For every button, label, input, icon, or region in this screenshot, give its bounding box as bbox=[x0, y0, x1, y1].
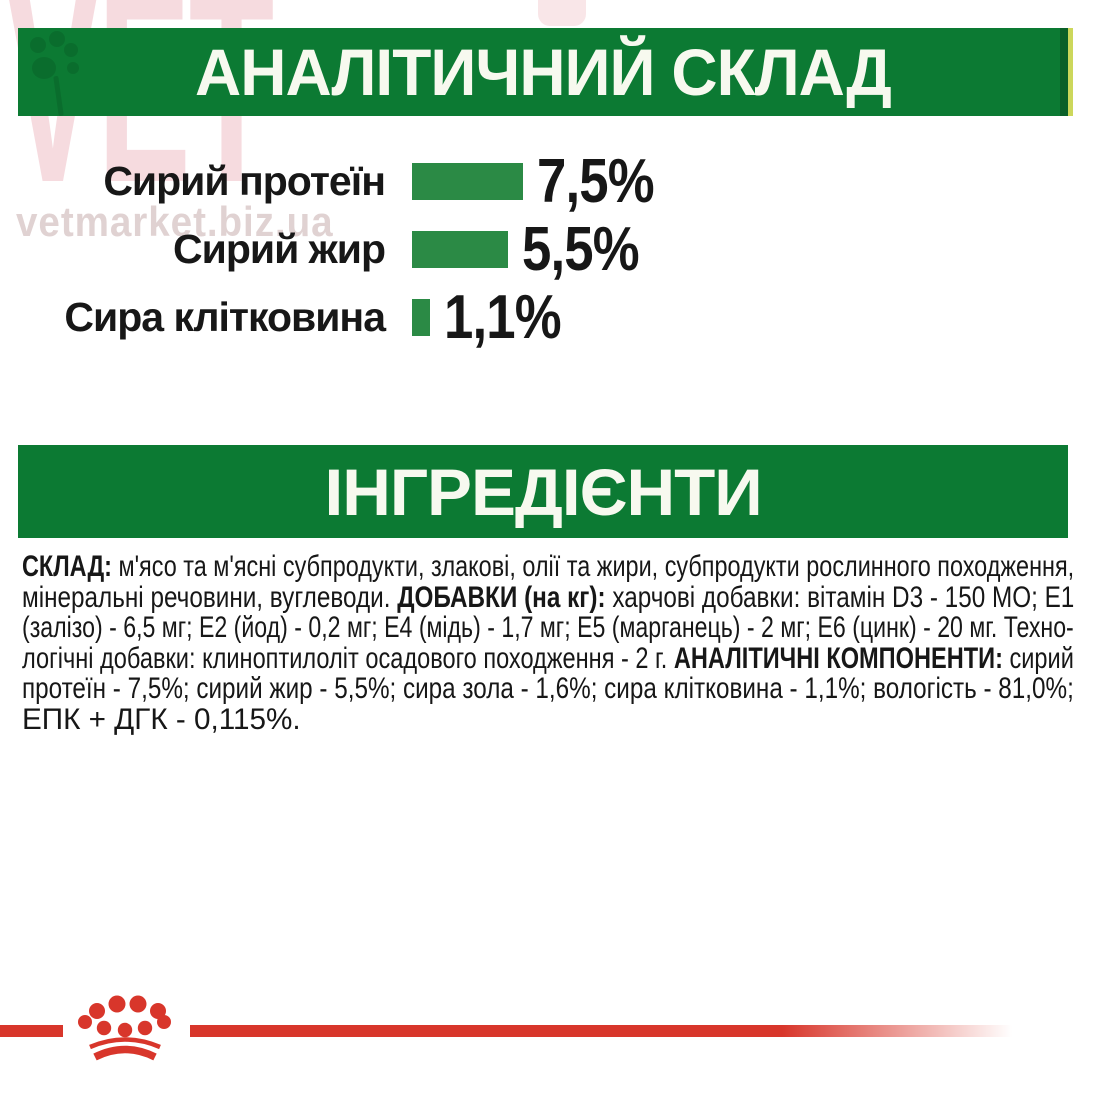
nutrient-label: Сира клітковина bbox=[64, 293, 386, 340]
royal-canin-crown-icon bbox=[70, 990, 182, 1077]
text-segment: (залізо) - 6,5 мг; Е2 (йод) - 0,2 мг; Е4… bbox=[22, 611, 1074, 644]
paw-icon bbox=[26, 28, 86, 121]
nutrient-value: 7,5% bbox=[537, 146, 655, 216]
divider-line-right bbox=[190, 1025, 1012, 1037]
text-segment: логічні добавки: клиноптилоліт осадового… bbox=[22, 641, 674, 675]
text-segment: ДОБАВКИ (на кг): bbox=[397, 580, 606, 614]
banner-edge-strip bbox=[1068, 28, 1073, 116]
text-segment: сирий bbox=[1002, 641, 1074, 675]
text-segment: мінеральні речовини, вуглеводи. bbox=[22, 580, 398, 614]
chart-row: Сирий жир 5,5% bbox=[0, 214, 1093, 284]
text-segment: протеїн - 7,5%; сирий жир - 5,5%; сира з… bbox=[22, 672, 1074, 705]
ingredients-line: (залізо) - 6,5 мг; Е2 (йод) - 0,2 мг; Е4… bbox=[22, 612, 1074, 644]
ingredients-text: СКЛАД: м'ясо та м'ясні субпродукти, злак… bbox=[22, 550, 1086, 736]
ingredients-title: ІНГРЕДІЄНТИ bbox=[324, 454, 762, 529]
nutrient-label: Сирий жир bbox=[173, 225, 386, 272]
text-segment: ЕПК + ДГК - 0,115%. bbox=[22, 702, 301, 736]
chart-row: Сира клітковина 1,1% bbox=[0, 282, 1093, 352]
site-watermark: vetmarket.biz.ua bbox=[16, 198, 334, 245]
analytical-composition-chart: Сирий протеїн 7,5% Сирий жир 5,5% Сира клітк… bbox=[0, 146, 1093, 352]
chart-row: Сирий протеїн 7,5% bbox=[0, 146, 1093, 216]
divider-line-left bbox=[0, 1025, 63, 1037]
ingredients-line: протеїн - 7,5%; сирий жир - 5,5%; сира з… bbox=[22, 673, 1074, 705]
text-segment: СКЛАД: bbox=[22, 550, 112, 583]
ingredients-line: ЕПК + ДГК - 0,115%. bbox=[22, 702, 1074, 736]
nutrient-label: Сирий протеїн bbox=[103, 157, 386, 204]
nutrient-value: 5,5% bbox=[522, 214, 640, 284]
watermark-fragment bbox=[538, 0, 586, 26]
nutrient-bar bbox=[412, 162, 523, 200]
nutrient-bar bbox=[412, 298, 430, 336]
nutrient-value: 1,1% bbox=[444, 282, 562, 352]
ingredients-line: СКЛАД: м'ясо та м'ясні субпродукти, злак… bbox=[22, 550, 1074, 583]
ingredients-line: логічні добавки: клиноптилоліт осадового… bbox=[22, 641, 1074, 675]
analytical-composition-banner: АНАЛІТИЧНИЙ СКЛАД bbox=[18, 28, 1068, 116]
text-segment: м'ясо та м'ясні субпродукти, злакові, ол… bbox=[111, 550, 1075, 583]
text-segment: АНАЛІТИЧНІ КОМПОНЕНТИ: bbox=[673, 641, 1003, 675]
nutrient-bar bbox=[412, 230, 508, 268]
text-segment: харчові добавки: вітамін D3 - 150 МО; Е1 bbox=[605, 580, 1075, 614]
ingredients-banner: ІНГРЕДІЄНТИ bbox=[18, 445, 1068, 538]
ingredients-line: мінеральні речовини, вуглеводи. ДОБАВКИ … bbox=[22, 580, 1074, 614]
analytical-composition-title: АНАЛІТИЧНИЙ СКЛАД bbox=[195, 35, 892, 109]
